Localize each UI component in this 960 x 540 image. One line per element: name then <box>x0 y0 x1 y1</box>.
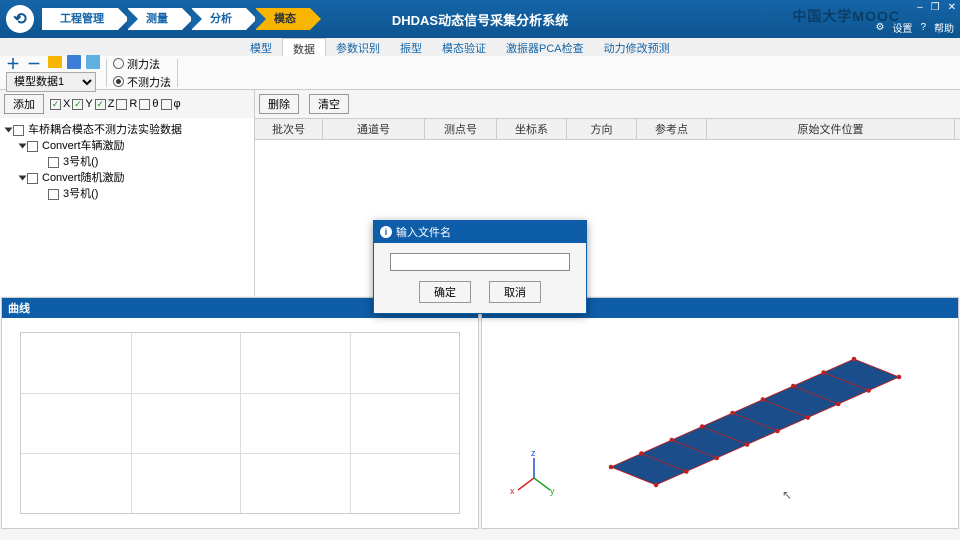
axis-check-Y[interactable] <box>72 99 83 110</box>
add-button[interactable]: 添加 <box>4 94 44 114</box>
th-6[interactable]: 原始文件位置 <box>707 119 955 139</box>
radio-0[interactable]: 测力法 <box>113 56 171 72</box>
info-icon: i <box>380 226 392 238</box>
cursor-icon: ↖ <box>782 488 792 502</box>
toolbar: ＋ － 模型数据1 测力法不测力法 <box>0 56 960 90</box>
clear-button[interactable]: 清空 <box>309 94 349 114</box>
tree-node-2[interactable]: 3号机() <box>6 154 248 170</box>
tab-1[interactable]: 数据 <box>282 38 326 56</box>
help-icon[interactable]: ? <box>920 22 926 33</box>
table-body <box>255 140 960 296</box>
th-0[interactable]: 批次号 <box>255 119 323 139</box>
help-link[interactable]: 帮助 <box>934 20 954 35</box>
open-icon[interactable] <box>48 56 62 68</box>
tab-5[interactable]: 激振器PCA检查 <box>496 38 594 56</box>
chevron-0[interactable]: 工程管理 <box>42 8 118 30</box>
dialog-title: 输入文件名 <box>396 224 451 240</box>
axis-gizmo: z x y <box>512 456 556 500</box>
save-icon[interactable] <box>67 55 81 69</box>
curve-panel <box>2 318 478 528</box>
chevron-1[interactable]: 测量 <box>128 8 182 30</box>
th-2[interactable]: 测点号 <box>425 119 497 139</box>
dialog-ok-button[interactable]: 确定 <box>419 281 471 303</box>
tab-6[interactable]: 动力修改预测 <box>594 38 680 56</box>
tree-node-4[interactable]: 3号机() <box>6 186 248 202</box>
th-3[interactable]: 坐标系 <box>497 119 567 139</box>
model-panel: z x y ↖ <box>482 318 958 528</box>
axis-check-R[interactable] <box>116 99 127 110</box>
axis-check-Z[interactable] <box>95 99 106 110</box>
tab-bar: 模型数据参数识别振型模态验证激振器PCA检查动力修改预测 <box>0 38 960 56</box>
tree-node-1[interactable]: Convert车辆激励 <box>6 138 248 154</box>
dialog-cancel-button[interactable]: 取消 <box>489 281 541 303</box>
remove-icon[interactable]: － <box>27 54 43 70</box>
th-1[interactable]: 通道号 <box>323 119 425 139</box>
delete-button[interactable]: 删除 <box>259 94 299 114</box>
th-4[interactable]: 方向 <box>567 119 637 139</box>
axis-check-θ[interactable] <box>139 99 150 110</box>
settings-icon[interactable]: ⚙ <box>875 22 884 33</box>
tab-0[interactable]: 模型 <box>240 38 282 56</box>
app-logo: ⟲ <box>6 5 34 33</box>
copy-icon[interactable] <box>86 55 100 69</box>
tree-node-3[interactable]: Convert随机激励 <box>6 170 248 186</box>
model-data-dropdown[interactable]: 模型数据1 <box>6 72 96 92</box>
settings-link[interactable]: 设置 <box>892 20 912 35</box>
tab-4[interactable]: 模态验证 <box>432 38 496 56</box>
window-close-button[interactable]: ✕ <box>948 2 956 13</box>
tree-node-0[interactable]: 车桥耦合模态不测力法实验数据 <box>6 122 248 138</box>
tab-2[interactable]: 参数识别 <box>326 38 390 56</box>
table-header: 批次号通道号测点号坐标系方向参考点原始文件位置 <box>255 118 960 140</box>
data-tree: 车桥耦合模态不测力法实验数据Convert车辆激励3号机()Convert随机激… <box>0 118 254 296</box>
radio-1[interactable]: 不测力法 <box>113 74 171 90</box>
tab-3[interactable]: 振型 <box>390 38 432 56</box>
axis-check-φ[interactable] <box>161 99 172 110</box>
th-5[interactable]: 参考点 <box>637 119 707 139</box>
add-icon[interactable]: ＋ <box>6 54 22 70</box>
chevron-2[interactable]: 分析 <box>192 8 246 30</box>
chevron-3[interactable]: 模态 <box>256 8 310 30</box>
filename-input[interactable] <box>390 253 570 271</box>
window-min-button[interactable]: – <box>917 2 923 13</box>
app-title: DHDAS动态信号采集分析系统 <box>392 10 568 29</box>
axis-check-X[interactable] <box>50 99 61 110</box>
window-max-button[interactable]: ❐ <box>931 2 940 13</box>
filename-dialog: i 输入文件名 确定 取消 <box>373 220 587 314</box>
